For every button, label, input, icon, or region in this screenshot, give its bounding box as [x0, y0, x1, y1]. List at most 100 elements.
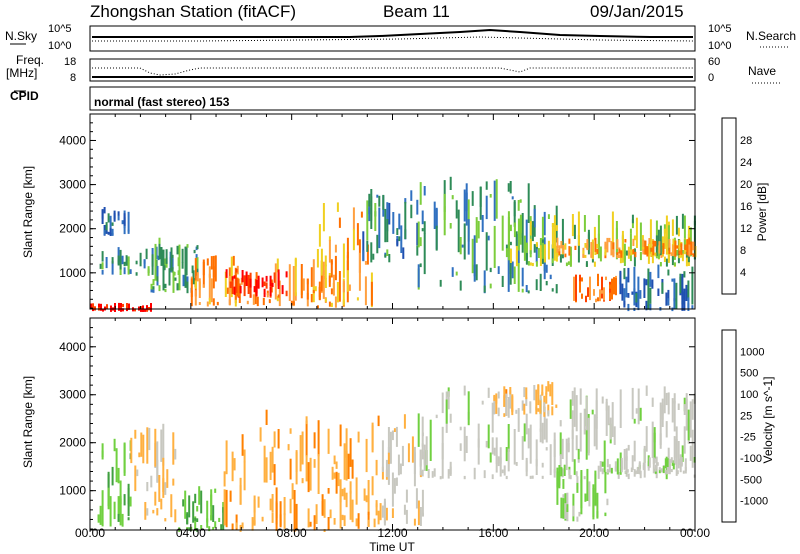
data-cell — [495, 398, 498, 404]
data-cell — [572, 505, 575, 517]
data-cell — [658, 241, 661, 254]
data-cell — [489, 283, 492, 289]
data-cell — [670, 457, 673, 463]
data-cell — [144, 502, 147, 520]
data-cell — [233, 458, 236, 471]
data-cell — [573, 276, 575, 293]
data-cell — [147, 266, 150, 273]
data-cell — [509, 224, 512, 232]
x-tick-label: 00:00 — [680, 526, 710, 540]
data-cell — [411, 436, 414, 463]
data-cell — [271, 494, 274, 513]
data-cell — [184, 246, 187, 270]
data-cell — [678, 239, 681, 255]
data-cell — [441, 392, 444, 414]
data-cell — [224, 271, 227, 297]
data-cell — [477, 423, 480, 465]
data-cell — [355, 518, 358, 527]
data-cell — [539, 400, 542, 412]
data-cell — [313, 515, 316, 531]
data-cell — [609, 284, 611, 289]
data-cell — [579, 274, 581, 286]
nsearch-label: N.Search — [746, 29, 796, 43]
data-cell — [277, 294, 280, 298]
data-cell — [645, 300, 648, 309]
data-cell — [283, 513, 286, 529]
data-cell — [604, 471, 607, 494]
data-cell — [611, 293, 613, 300]
data-cell — [575, 395, 578, 432]
data-cell — [527, 428, 530, 449]
data-cell — [367, 480, 370, 515]
data-cell — [111, 232, 114, 236]
data-cell — [127, 256, 130, 275]
data-cell — [560, 497, 563, 518]
data-cell — [357, 431, 360, 443]
data-cell — [611, 278, 613, 297]
data-cell — [194, 493, 197, 504]
data-cell — [171, 254, 174, 259]
data-cell — [666, 458, 669, 467]
data-cell — [633, 248, 636, 267]
data-cell — [443, 193, 446, 236]
data-cell — [196, 518, 199, 522]
data-cell — [493, 225, 496, 268]
data-cell — [543, 211, 546, 236]
data-cell — [631, 387, 634, 420]
data-cell — [647, 303, 650, 310]
data-cell — [416, 245, 419, 256]
data-cell — [619, 452, 622, 475]
data-cell — [692, 241, 695, 251]
data-cell — [287, 444, 290, 451]
data-region — [606, 457, 687, 475]
data-cell — [507, 250, 510, 292]
data-cell — [467, 219, 470, 255]
data-cell — [497, 266, 500, 274]
data-cell — [117, 259, 120, 266]
data-cell — [678, 250, 681, 255]
nave-tick-top: 60 — [708, 56, 720, 68]
data-cell — [239, 285, 242, 294]
data-cell — [208, 266, 211, 278]
data-cell — [549, 384, 552, 397]
data-cell — [527, 261, 530, 266]
data-cell — [111, 261, 114, 275]
data-cell — [581, 293, 583, 299]
data-cell — [439, 279, 442, 287]
data-cell — [321, 494, 324, 516]
data-cell — [123, 261, 126, 267]
data-cell — [305, 420, 308, 457]
data-cell — [596, 248, 599, 255]
data-cell — [181, 248, 184, 263]
data-cell — [551, 244, 554, 266]
data-cell — [681, 291, 684, 300]
data-cell — [684, 466, 687, 472]
data-cell — [633, 235, 636, 241]
data-cell — [128, 303, 130, 310]
data-cell — [659, 402, 662, 445]
data-cell — [336, 282, 339, 303]
data-cell — [673, 278, 676, 309]
data-cell — [191, 265, 194, 274]
data-cell — [318, 224, 321, 247]
data-cell — [155, 259, 158, 270]
data-cell — [525, 252, 528, 265]
data-cell — [623, 251, 626, 260]
data-cell — [101, 209, 104, 224]
data-cell — [331, 466, 334, 480]
data-cell — [208, 273, 211, 301]
data-cell — [586, 243, 589, 249]
data-cell — [146, 482, 149, 492]
data-cell — [459, 237, 462, 255]
data-cell — [481, 215, 484, 232]
data-cell — [547, 240, 550, 260]
data-cell — [551, 382, 554, 405]
data-cell — [312, 259, 315, 295]
data-cell — [459, 443, 462, 451]
data-cell — [322, 203, 325, 232]
data-cell — [388, 202, 391, 225]
data-cell — [648, 457, 651, 468]
data-cell — [577, 235, 580, 263]
data-cell — [342, 299, 345, 306]
data-cell — [385, 507, 388, 521]
